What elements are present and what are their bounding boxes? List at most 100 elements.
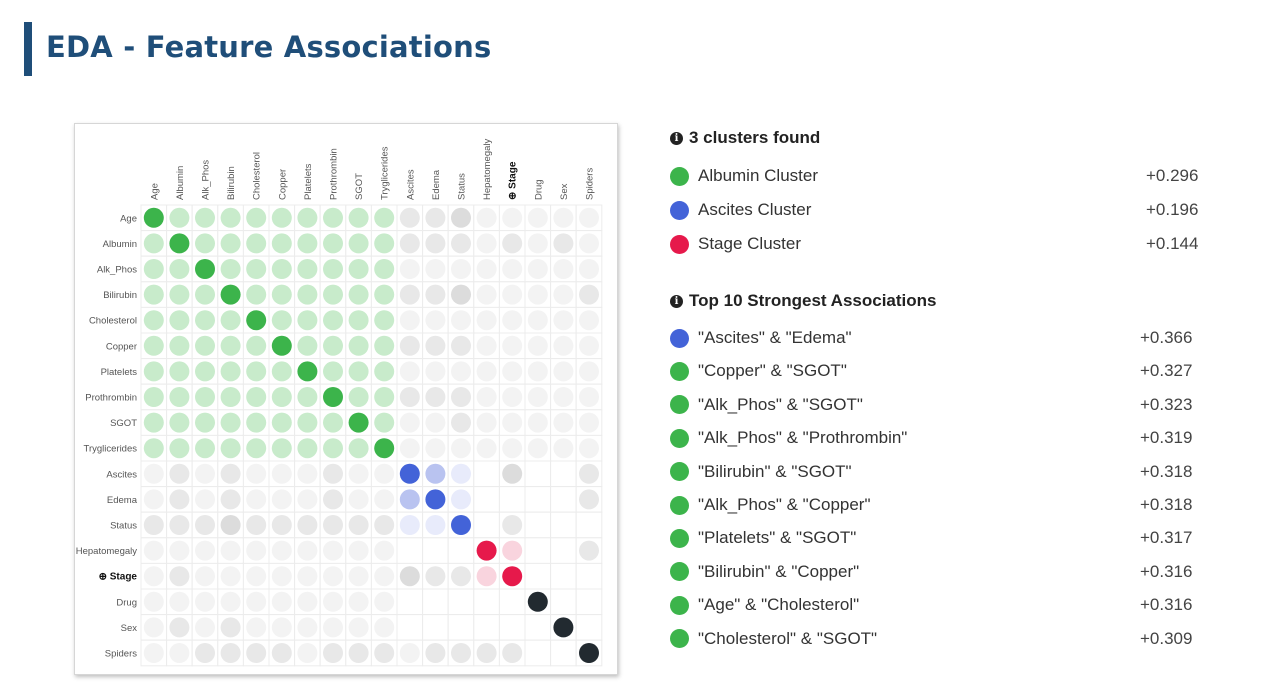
cluster-color-dot [670,166,689,186]
matrix-dot [451,643,471,663]
matrix-dot [271,463,292,484]
matrix-cell [524,614,552,641]
matrix-dot [323,591,343,612]
matrix-dot [195,310,215,331]
matrix-dot [399,207,420,228]
association-label: "Cholesterol" & "SGOT" [698,628,878,648]
matrix-dot [502,515,523,535]
matrix-dot [425,438,446,459]
matrix-row-label: Age [120,213,137,224]
matrix-dot [169,207,190,228]
matrix-dot [502,233,523,254]
matrix-dot [323,412,343,433]
matrix-dot [220,259,241,279]
matrix-dot [271,438,292,459]
matrix-dot [143,310,164,331]
matrix-row-label: Status [110,521,137,532]
matrix-dot [297,643,318,663]
matrix-dot [169,310,190,331]
matrix-cell [422,537,449,564]
matrix-cell [447,537,475,564]
association-color-dot [670,328,689,348]
matrix-dot [323,233,343,254]
matrix-row-label: Cholesterol [89,316,137,327]
matrix-dot [348,463,369,484]
matrix-dot [195,438,215,459]
matrix-dot [246,515,267,535]
matrix-dot [143,489,164,510]
matrix-column-label: Copper [277,169,288,200]
matrix-dot [502,310,523,331]
association-color-dot [670,629,689,649]
matrix-dot [169,540,190,561]
matrix-dot [220,566,241,587]
matrix-dot [323,617,343,638]
matrix-dot [374,463,395,484]
matrix-dot [476,310,497,331]
matrix-dot [348,387,369,407]
association-label: "Platelets" & "SGOT" [698,528,857,548]
association-value: +0.327 [1140,361,1193,381]
matrix-dot [348,515,369,535]
matrix-dot [246,361,267,382]
matrix-column-label: SGOT [354,173,365,200]
matrix-dot [579,284,599,305]
matrix-dot [195,566,215,587]
matrix-dot [374,335,395,356]
matrix-dot [297,591,318,612]
association-row: "Bilirubin" & "SGOT" [670,460,852,484]
cluster-row: Ascites Cluster [670,198,811,222]
matrix-dot [246,643,267,663]
association-row: "Alk_Phos" & "Prothrombin" [670,426,907,450]
matrix-dot [271,207,292,228]
matrix-row-label: Copper [106,341,137,352]
association-value: +0.318 [1140,461,1193,481]
matrix-dot [323,463,343,484]
association-row: "Ascites" & "Edema" [670,326,852,350]
matrix-dot [527,284,548,305]
matrix-dot [297,463,318,484]
matrix-row-label: Ascites [106,469,137,480]
association-row: "Platelets" & "SGOT" [670,526,856,550]
matrix-dot [271,489,292,510]
matrix-dot [399,335,420,356]
matrix-dot [169,361,190,382]
matrix-dot [271,361,292,382]
matrix-cell [550,562,577,590]
matrix-diagonal-dot [271,335,292,356]
matrix-dot [220,335,241,356]
matrix-row-label: Tryglicerides [84,444,138,455]
matrix-dot [502,643,523,663]
matrix-cell [498,486,526,513]
matrix-dot [195,591,215,612]
matrix-cell [422,614,449,641]
association-value: +0.309 [1140,628,1193,648]
association-color-dot [670,562,689,582]
matrix-column-label: Spiders [585,168,596,200]
matrix-dot [297,387,318,407]
matrix-dot [527,335,548,356]
association-row: "Cholesterol" & "SGOT" [670,627,877,651]
matrix-dot [553,335,574,356]
association-label: "Alk_Phos" & "SGOT" [698,394,863,414]
matrix-cell [575,511,603,539]
association-row: "Alk_Phos" & "Copper" [670,493,871,517]
matrix-dot [246,335,267,356]
matrix-dot [425,463,446,484]
matrix-dot [374,207,395,228]
matrix-dot [169,387,190,407]
matrix-dot [348,591,369,612]
association-color-dot [670,428,689,448]
matrix-column-label: Platelets [303,163,314,200]
matrix-dot [579,361,599,382]
matrix-cell [473,614,500,641]
matrix-dot [297,233,318,254]
matrix-column-label: Sex [559,183,570,200]
matrix-dot [451,310,471,331]
matrix-dot [297,207,318,228]
association-color-dot [670,361,689,381]
matrix-cell [447,614,475,641]
matrix-dot [271,540,292,561]
matrix-dot [297,310,318,331]
matrix-dot [297,284,318,305]
